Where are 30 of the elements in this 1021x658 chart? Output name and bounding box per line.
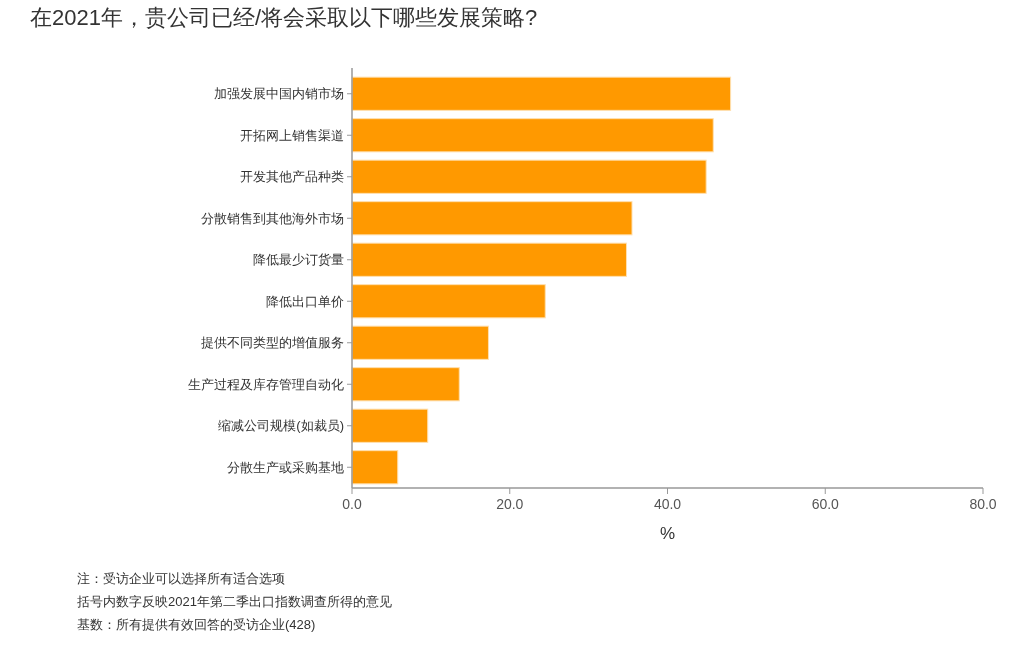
text: 基数：所有提供有效回答的受访企业(428) [77, 617, 316, 632]
y-tick-label: 降低最少订货量 [253, 252, 344, 268]
bar [351, 201, 633, 236]
y-tick-label: 开发其他产品种类 [240, 169, 344, 185]
bar [351, 408, 429, 443]
bar [351, 284, 546, 319]
x-tick-label: 40.0 [653, 496, 682, 512]
x-tick-label: 60.0 [811, 496, 840, 512]
y-tick-label: 分散销售到其他海外市场 [201, 210, 344, 226]
text: 括号内数字反映2021年第二季出口指数调查所得的意见 [77, 594, 392, 609]
y-tick-label: 开拓网上销售渠道 [240, 127, 344, 143]
bar [351, 159, 707, 194]
bar [351, 367, 460, 402]
x-tick-label: 20.0 [496, 496, 524, 512]
y-tick-label: 生产过程及库存管理自动化 [188, 376, 344, 392]
chart-title: 在2021年，贵公司已经/将会采取以下哪些发展策略? [30, 5, 538, 30]
bar [351, 118, 714, 153]
x-tick-label: 80.0 [969, 496, 997, 512]
x-axis-title: % [659, 524, 676, 543]
y-tick-label: 提供不同类型的增值服务 [201, 335, 344, 351]
y-tick-label: 降低出口单价 [266, 293, 344, 309]
bar [351, 242, 627, 277]
y-tick-label: 分散生产或采购基地 [227, 459, 344, 475]
bar [351, 325, 489, 360]
x-tick-label: 0.0 [342, 496, 362, 512]
y-tick-label: 加强发展中国内销市场 [214, 86, 344, 102]
bar [351, 76, 732, 111]
text: 注：受访企业可以选择所有适合选项 [77, 571, 285, 586]
y-tick-label: 缩减公司规模(如裁员) [218, 418, 344, 434]
bar [351, 450, 399, 485]
